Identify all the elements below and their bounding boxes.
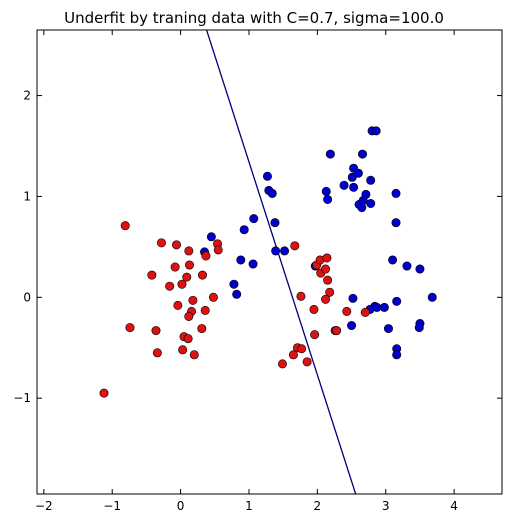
data-point-series-1: [151, 326, 161, 336]
data-point-series-1: [189, 350, 199, 360]
data-point-series-1: [310, 330, 320, 340]
plot-background: [37, 30, 502, 494]
data-point-series-1: [297, 344, 307, 354]
data-point-series-0: [388, 255, 398, 265]
data-point-series-1: [288, 350, 298, 360]
data-point-series-0: [357, 203, 367, 213]
data-point-series-1: [302, 357, 312, 367]
x-tick-label: −2: [35, 499, 53, 513]
data-point-series-1: [342, 306, 352, 316]
data-point-series-1: [156, 238, 166, 248]
y-tick-label: 0: [23, 290, 31, 304]
data-point-series-1: [125, 323, 135, 333]
data-point-series-1: [165, 281, 175, 291]
data-point-series-0: [392, 296, 402, 306]
data-point-series-1: [296, 291, 306, 301]
data-point-series-0: [239, 225, 249, 235]
data-point-series-1: [99, 388, 109, 398]
data-point-series-0: [267, 188, 277, 198]
data-point-series-0: [402, 261, 412, 271]
data-point-series-0: [229, 279, 239, 289]
data-point-series-1: [178, 345, 188, 355]
data-point-series-0: [357, 149, 367, 159]
data-point-series-0: [232, 289, 242, 299]
x-tick-label: 3: [382, 499, 390, 513]
data-point-series-0: [236, 255, 246, 265]
data-point-series-1: [172, 240, 182, 250]
data-point-series-0: [270, 218, 280, 228]
data-point-series-1: [213, 245, 223, 255]
data-point-series-0: [206, 232, 216, 242]
data-point-series-1: [208, 292, 218, 302]
data-point-series-0: [366, 198, 376, 208]
data-point-series-0: [339, 180, 349, 190]
x-tick-label: −1: [103, 499, 121, 513]
plot-frame: [36, 29, 503, 495]
data-point-series-0: [366, 175, 376, 185]
data-point-series-0: [347, 172, 357, 182]
data-point-series-1: [197, 270, 207, 280]
plot-frame-group: [36, 29, 503, 495]
data-point-series-0: [371, 126, 381, 136]
data-point-series-1: [321, 264, 331, 274]
data-point-series-1: [120, 221, 130, 231]
data-point-series-0: [414, 323, 424, 333]
data-point-series-0: [262, 171, 272, 181]
data-point-series-1: [170, 262, 180, 272]
x-tick-label: 2: [314, 499, 322, 513]
data-point-series-0: [271, 246, 281, 256]
data-point-series-1: [201, 251, 211, 261]
data-point-series-1: [184, 260, 194, 270]
data-point-series-0: [392, 350, 402, 360]
data-point-series-1: [182, 272, 192, 282]
data-point-series-1: [197, 324, 207, 334]
data-point-series-0: [348, 293, 358, 303]
data-point-series-0: [321, 186, 331, 196]
data-point-series-0: [379, 302, 389, 312]
data-point-series-0: [323, 194, 333, 204]
x-tick-label: 1: [245, 499, 253, 513]
data-point-series-0: [248, 259, 258, 269]
data-point-series-1: [277, 359, 287, 369]
y-tick-label: 2: [23, 89, 31, 103]
data-point-series-1: [173, 300, 183, 310]
y-tick-label: 1: [23, 189, 31, 203]
data-points-group: [99, 126, 437, 398]
data-point-series-1: [177, 279, 187, 289]
data-point-series-0: [391, 218, 401, 228]
axis-ticks-group: −2 −1 0 1 2 3 4 −1 0 1 2: [13, 30, 502, 513]
data-point-series-1: [290, 241, 300, 251]
data-point-series-0: [347, 321, 357, 331]
decision-boundary-group: [205, 30, 357, 494]
data-point-series-1: [309, 304, 319, 314]
data-point-series-0: [391, 188, 401, 198]
y-tick-label: −1: [13, 391, 31, 405]
data-point-series-1: [321, 294, 331, 304]
data-point-series-1: [322, 253, 332, 263]
data-point-series-1: [325, 287, 335, 297]
data-point-series-0: [349, 182, 359, 192]
decision-boundary-line: [205, 30, 357, 494]
data-point-series-0: [383, 324, 393, 334]
x-tick-label: 4: [450, 499, 458, 513]
data-point-series-0: [325, 149, 335, 159]
data-point-series-1: [152, 348, 162, 358]
data-point-series-0: [249, 214, 259, 224]
data-point-series-0: [427, 292, 437, 302]
data-point-series-1: [147, 270, 157, 280]
data-point-series-1: [360, 307, 370, 317]
chart-title: Underfit by traning data with C=0.7, sig…: [64, 9, 444, 27]
data-point-series-0: [280, 246, 290, 256]
x-tick-label: 0: [177, 499, 185, 513]
data-point-series-1: [184, 311, 194, 321]
data-point-series-0: [415, 264, 425, 274]
data-point-series-1: [200, 305, 210, 315]
data-point-series-1: [183, 334, 193, 344]
data-point-series-1: [184, 246, 194, 256]
plot-area: [37, 30, 502, 494]
data-point-series-1: [332, 326, 342, 336]
data-point-series-1: [188, 295, 198, 305]
data-point-series-1: [323, 275, 333, 285]
